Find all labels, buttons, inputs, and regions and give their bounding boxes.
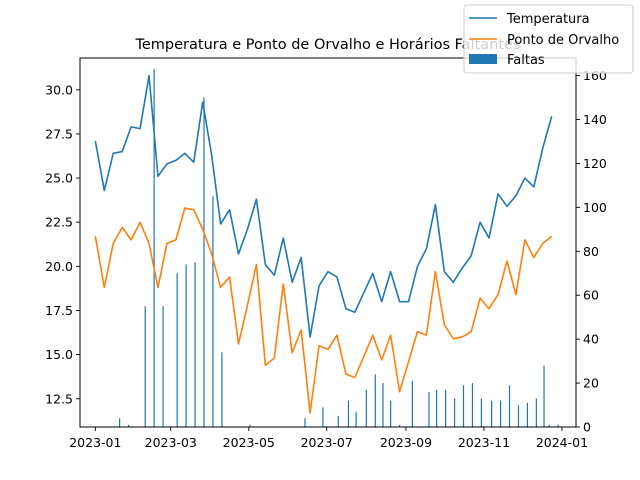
bar-faltas [337, 416, 339, 427]
bar-faltas [212, 196, 214, 428]
x-tick-label: 2024-01 [536, 435, 588, 450]
bar-faltas [127, 424, 130, 427]
bar-faltas [543, 365, 545, 427]
bar-faltas [185, 264, 187, 427]
bar-faltas [119, 418, 121, 427]
bar-faltas [221, 352, 223, 427]
bar-faltas [526, 402, 529, 427]
y-right-tick-label: 0 [583, 420, 591, 435]
line-temperatura [94, 74, 553, 338]
legend-swatch-faltas [469, 54, 497, 64]
bars-layer [119, 68, 559, 428]
y-right-tick-label: 60 [583, 288, 599, 303]
y-axis-left: 12.5 15.0 17.5 20.0 22.5 25.0 27.5 30.0 [45, 82, 80, 406]
x-tick-label: 2023-05 [223, 435, 275, 450]
y-right-tick-label: 80 [583, 244, 599, 259]
bar-faltas [535, 398, 537, 427]
bar-faltas [411, 380, 413, 428]
y-right-tick-label: 20 [583, 376, 599, 391]
bar-faltas [176, 273, 178, 427]
bar-faltas [445, 389, 447, 427]
bar-faltas [508, 385, 511, 427]
legend-label-temperatura: Temperatura [506, 12, 590, 27]
bar-faltas [428, 391, 430, 427]
bar-faltas [144, 306, 146, 427]
y-left-tick-label: 12.5 [45, 391, 73, 406]
plot-frame [79, 57, 577, 428]
bar-faltas [355, 411, 357, 428]
bar-faltas [462, 385, 465, 427]
y-left-tick-label: 27.5 [45, 126, 73, 141]
bar-faltas [322, 407, 324, 427]
y-left-tick-label: 22.5 [45, 215, 73, 230]
bar-faltas [194, 262, 196, 427]
bar-faltas [153, 68, 155, 427]
bar-faltas [304, 418, 306, 427]
x-tick-label: 2023-07 [301, 435, 353, 450]
x-tick-label: 2023-03 [145, 435, 197, 450]
bar-faltas [471, 383, 474, 427]
x-tick-label: 2023-09 [380, 435, 432, 450]
legend-label-faltas: Faltas [507, 53, 545, 68]
x-tick-label: 2023-01 [69, 435, 121, 450]
bar-faltas [365, 389, 367, 427]
y-left-tick-label: 30.0 [45, 82, 73, 97]
bar-faltas [398, 424, 401, 427]
bar-faltas [517, 405, 520, 427]
legend-label-ponto-de-orvalho: Ponto de Orvalho [507, 33, 619, 48]
lines-layer [94, 74, 553, 414]
bar-faltas [203, 97, 205, 427]
bar-faltas [162, 306, 164, 427]
bar-faltas [480, 398, 482, 427]
bar-faltas [249, 424, 251, 427]
bar-faltas [453, 398, 456, 427]
line-ponto-de-orvalho [94, 207, 553, 414]
chart-title: Temperatura e Ponto de Orvalho e Horário… [134, 37, 520, 53]
y-right-tick-label: 120 [583, 156, 607, 171]
bar-faltas [390, 400, 392, 427]
y-right-tick-label: 100 [583, 200, 607, 215]
y-left-tick-label: 25.0 [45, 171, 73, 186]
x-tick-label: 2023-11 [458, 435, 510, 450]
bar-faltas [374, 374, 376, 427]
x-axis: 2023-01 2023-03 2023-05 2023-07 2023-09 2023-… [69, 427, 588, 450]
bar-faltas [557, 424, 559, 427]
legend-frame [463, 4, 634, 74]
bar-faltas [436, 389, 438, 427]
bar-faltas [499, 400, 502, 427]
legend: Temperatura Ponto de Orvalho Faltas [463, 4, 634, 74]
y-right-tick-label: 40 [583, 332, 599, 347]
y-left-tick-label: 17.5 [45, 303, 73, 318]
bar-faltas [548, 424, 550, 427]
y-left-tick-label: 20.0 [45, 259, 73, 274]
bar-faltas [491, 400, 493, 427]
bar-faltas [382, 383, 384, 427]
y-left-tick-label: 15.0 [45, 347, 73, 362]
bar-faltas [347, 400, 350, 427]
y-right-tick-label: 140 [583, 112, 607, 127]
